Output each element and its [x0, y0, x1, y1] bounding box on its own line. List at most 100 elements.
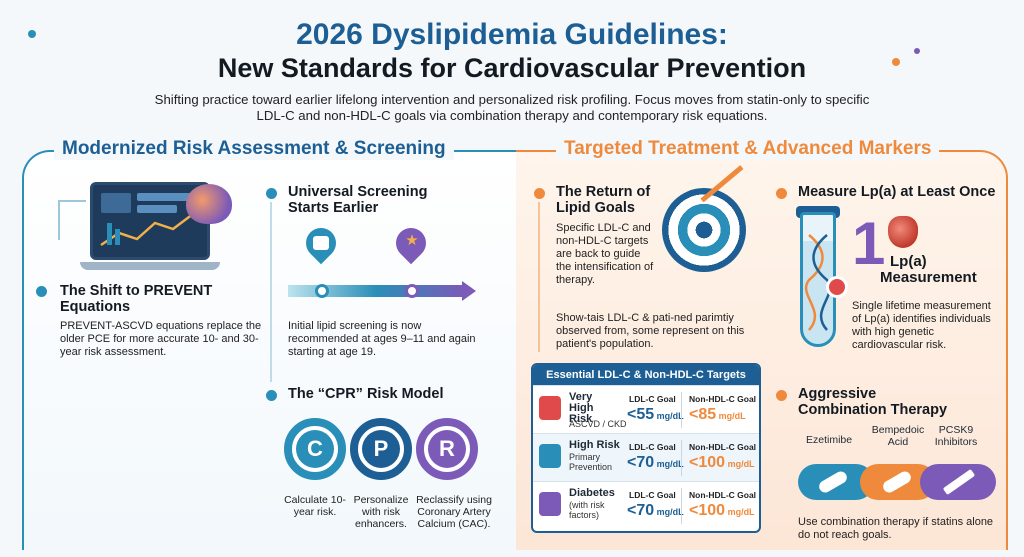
risk-sub: Primary Prevention	[569, 452, 613, 472]
timeline-marker-1	[315, 284, 329, 298]
table-row: High Risk Primary Prevention LDL-C Goal …	[533, 433, 759, 481]
right-section-title: Targeted Treatment & Advanced Markers	[556, 138, 940, 160]
bullet-dot	[776, 188, 787, 199]
anatomical-heart-icon	[888, 216, 918, 248]
combo-body: Use combination therapy if statins alone…	[798, 516, 994, 541]
bullet-dot	[266, 188, 277, 199]
ldl-label: LDL-C Goal	[629, 490, 676, 500]
screening-heading-2: Starts Earlier	[288, 200, 379, 216]
cpr-letter-p: P	[373, 436, 389, 461]
main-title: 2026 Dyslipidemia Guidelines:	[296, 18, 728, 51]
ldl-number: <70	[627, 454, 655, 471]
lpa-body: Single lifetime measurement of Lp(a) ide…	[852, 300, 991, 351]
cpr-calculate-circle: C	[284, 418, 346, 480]
bullet-dot	[36, 286, 47, 297]
heart-icon	[539, 396, 561, 420]
table-title: Essential LDL-C & Non-HDL-C Targets	[533, 365, 759, 385]
bullet-dot	[776, 390, 787, 401]
targets-table: Essential LDL-C & Non-HDL-C Targets Very…	[531, 363, 761, 533]
dashboard-chart-icon	[100, 193, 198, 247]
ldl-label: LDL-C Goal	[629, 442, 676, 452]
goals-note: Show-tais LDL-C & pati-ned parimtiy obse…	[556, 312, 745, 350]
nonhdl-number: <85	[689, 406, 717, 423]
circuit-lines-icon	[58, 200, 86, 240]
screening-timeline	[288, 285, 464, 297]
screening-heading-1: Universal Screening	[288, 184, 428, 200]
cpr-letter-r: R	[439, 436, 455, 461]
cpr-letter-c: C	[307, 436, 323, 461]
drug-label-bempedoic: Bempedoic Acid	[871, 424, 925, 448]
drug-label-pcsk9: PCSK9 Inhibitors	[934, 424, 978, 448]
cpr-reclassify-circle: R	[416, 418, 478, 480]
main-subtitle-title: New Standards for Cardiovascular Prevent…	[217, 53, 807, 83]
combo-heading-2: Combination Therapy	[798, 402, 948, 418]
column-divider	[681, 440, 682, 476]
bar-chart-icon	[313, 236, 329, 250]
risk-sub: ASCVD / CKD	[569, 419, 627, 429]
nonhdl-label: Non-HDL-C Goal	[689, 442, 757, 452]
ldl-number: <55	[627, 406, 655, 423]
lpa-heading: Measure Lp(a) at Least Once	[798, 184, 996, 200]
table-row: Diabetes (with risk factors) LDL-C Goal …	[533, 481, 759, 529]
cpr-heading: The “CPR” Risk Model	[288, 386, 444, 402]
timeline-arrow-icon	[462, 281, 476, 301]
combo-heading-1: Aggressive	[798, 386, 877, 402]
cpr-reclassify-caption: Reclassify using Coronary Artery Calcium…	[416, 494, 492, 530]
unit: mg/dL	[727, 459, 755, 469]
bullet-dot	[266, 390, 277, 401]
ldl-label: LDL-C Goal	[629, 394, 676, 404]
decor-dots-right	[892, 58, 900, 66]
nonhdl-label: Non-HDL-C Goal	[689, 394, 757, 404]
laptop-base-icon	[80, 262, 220, 270]
lpa-big-number: 1	[852, 210, 886, 277]
intro-text: Shifting practice toward earlier lifelon…	[154, 92, 870, 123]
vertical-divider	[538, 202, 540, 352]
nonhdl-value: <100 mg/dL	[689, 454, 755, 472]
heart-badge-icon	[826, 276, 848, 298]
prevent-heading: The Shift to PREVENT Equations	[60, 283, 213, 315]
shield-person-icon	[539, 444, 561, 468]
screening-body: Initial lipid screening is now recommend…	[288, 320, 476, 358]
lpa-label-1: Lp(a)	[890, 253, 927, 270]
cpr-personalize-circle: P	[350, 418, 412, 480]
nonhdl-number: <100	[689, 454, 726, 471]
column-divider	[681, 488, 682, 524]
bullet-dot	[534, 188, 545, 199]
ldl-number: <70	[627, 502, 655, 519]
ldl-value: <55 mg/dL	[627, 406, 684, 424]
nonhdl-value: <85 mg/dL	[689, 406, 746, 424]
unit: mg/dL	[656, 507, 684, 517]
goals-heading-1: The Return of	[556, 184, 651, 200]
risk-name: Very High Risk	[569, 391, 594, 425]
nonhdl-number: <100	[689, 502, 726, 519]
unit: mg/dL	[656, 459, 684, 469]
unit: mg/dL	[656, 411, 684, 421]
table-row: Very High Risk ASCVD / CKD LDL-C Goal <5…	[533, 385, 759, 433]
prevent-body: PREVENT-ASCVD equations replace the olde…	[60, 320, 262, 358]
goals-body: Specific LDL-C and non-HDL-C targets are…	[556, 222, 654, 286]
brain-icon	[186, 184, 232, 224]
timeline-marker-2	[405, 284, 419, 298]
ldl-value: <70 mg/dL	[627, 502, 684, 520]
left-section-title: Modernized Risk Assessment & Screening	[54, 138, 454, 160]
nonhdl-value: <100 mg/dL	[689, 502, 755, 520]
diabetes-drop-icon	[539, 492, 561, 516]
unit: mg/dL	[727, 507, 755, 517]
goals-heading-2: Lipid Goals	[556, 200, 635, 216]
cpr-calculate-caption: Calculate 10-year risk.	[284, 494, 346, 518]
column-divider	[681, 392, 682, 428]
laptop-icon	[90, 182, 210, 260]
risk-name: Diabetes	[569, 487, 615, 499]
nonhdl-label: Non-HDL-C Goal	[689, 490, 757, 500]
risk-name: High Risk	[569, 439, 620, 451]
test-tube-icon	[800, 212, 836, 347]
vertical-divider	[270, 202, 272, 382]
star-icon: ★	[405, 232, 419, 249]
risk-sub: (with risk factors)	[569, 500, 605, 520]
ldl-value: <70 mg/dL	[627, 454, 684, 472]
unit: mg/dL	[718, 411, 746, 421]
decor-dots-left	[28, 30, 36, 38]
drug-label-ezetimibe: Ezetimibe	[806, 434, 853, 446]
decor-dot-right-2	[914, 48, 920, 54]
lpa-label-2: Measurement	[880, 269, 977, 286]
